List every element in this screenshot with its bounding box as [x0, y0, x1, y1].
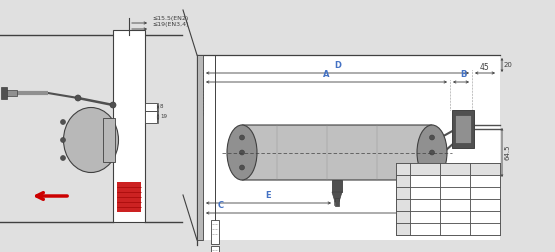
Circle shape: [240, 150, 245, 155]
Bar: [410, 223, 440, 235]
Text: 87: 87: [450, 225, 460, 234]
Bar: [396, 199, 410, 211]
Bar: [1, 87, 7, 99]
Text: EN2: EN2: [416, 165, 433, 173]
Bar: [410, 211, 440, 223]
Bar: [117, 182, 141, 212]
Text: 19: 19: [160, 114, 167, 119]
Bar: [396, 187, 410, 199]
Text: C: C: [400, 201, 406, 209]
Ellipse shape: [417, 125, 447, 180]
Text: 64.5: 64.5: [504, 145, 510, 160]
Text: A: A: [323, 70, 330, 79]
Text: A: A: [400, 176, 406, 185]
Bar: [440, 175, 470, 187]
Circle shape: [60, 119, 65, 124]
Bar: [5, 90, 17, 96]
Bar: [455, 115, 471, 143]
Bar: [197, 55, 500, 240]
Bar: [197, 55, 203, 240]
Ellipse shape: [63, 108, 119, 173]
Circle shape: [430, 165, 435, 170]
Text: 8: 8: [160, 105, 164, 110]
Text: EN4: EN4: [477, 165, 493, 173]
Bar: [396, 163, 410, 175]
Circle shape: [430, 150, 435, 155]
Text: 45: 45: [480, 62, 490, 72]
Text: 198.5: 198.5: [444, 212, 466, 222]
Text: B: B: [400, 188, 406, 198]
Bar: [470, 187, 500, 199]
Circle shape: [240, 165, 245, 170]
Bar: [145, 111, 157, 123]
Text: 167: 167: [478, 225, 492, 234]
Text: EN3: EN3: [447, 165, 463, 173]
Bar: [410, 187, 440, 199]
Bar: [103, 118, 115, 162]
Text: B: B: [460, 70, 466, 79]
Circle shape: [110, 102, 116, 108]
Circle shape: [60, 155, 65, 161]
Bar: [440, 187, 470, 199]
Text: ≤15.5(EN2): ≤15.5(EN2): [152, 16, 188, 21]
Circle shape: [60, 138, 65, 142]
Bar: [440, 163, 470, 175]
Text: E: E: [266, 191, 271, 200]
Text: E: E: [400, 225, 406, 234]
Bar: [396, 175, 410, 187]
Bar: [211, 246, 219, 252]
Text: 20: 20: [504, 62, 513, 68]
Bar: [470, 223, 500, 235]
Bar: [332, 180, 342, 192]
Bar: [410, 199, 440, 211]
Bar: [470, 175, 500, 187]
Text: 96: 96: [450, 201, 460, 209]
Bar: [145, 103, 157, 111]
Bar: [410, 175, 440, 187]
Bar: [396, 223, 410, 235]
Bar: [410, 163, 440, 175]
Bar: [440, 199, 470, 211]
Bar: [440, 211, 470, 223]
Text: 59: 59: [420, 188, 430, 198]
Text: 43: 43: [480, 188, 490, 198]
Bar: [335, 198, 339, 206]
Bar: [452, 110, 474, 148]
Circle shape: [75, 95, 81, 101]
Text: 43: 43: [450, 188, 460, 198]
Text: 176: 176: [478, 201, 492, 209]
Text: 198.5: 198.5: [414, 212, 436, 222]
Bar: [470, 211, 500, 223]
Bar: [470, 163, 500, 175]
Bar: [396, 211, 410, 223]
Text: D: D: [334, 61, 341, 70]
Bar: [113, 30, 145, 222]
Circle shape: [240, 135, 245, 140]
Bar: [396, 163, 500, 235]
Polygon shape: [332, 192, 342, 202]
Bar: [470, 199, 500, 211]
Text: 202: 202: [397, 201, 413, 210]
Bar: [440, 223, 470, 235]
FancyBboxPatch shape: [242, 125, 432, 180]
Ellipse shape: [227, 125, 257, 180]
Circle shape: [430, 135, 435, 140]
Text: 250: 250: [478, 176, 492, 185]
Text: 170: 170: [448, 176, 462, 185]
Bar: [396, 163, 500, 175]
Text: C: C: [218, 201, 224, 210]
Text: 170: 170: [418, 176, 432, 185]
Text: D: D: [400, 212, 406, 222]
Text: 278.5: 278.5: [474, 212, 496, 222]
Text: 96: 96: [420, 201, 430, 209]
Text: 87: 87: [420, 225, 430, 234]
Text: ≤19(EN3,4): ≤19(EN3,4): [152, 22, 189, 27]
Bar: [211, 220, 219, 244]
